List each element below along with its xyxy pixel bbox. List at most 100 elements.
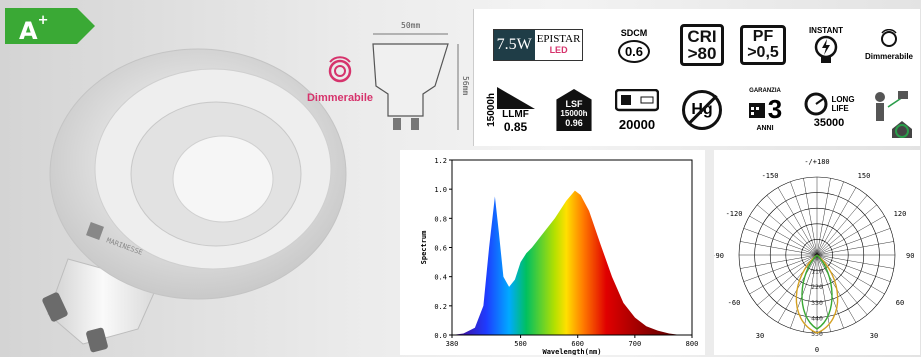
polar-angle-label: 90	[906, 252, 914, 260]
polar-spoke	[816, 204, 877, 256]
polar-spoke	[816, 215, 885, 256]
polar-spoke	[816, 195, 868, 256]
width-label: 50mm	[401, 21, 420, 30]
bulb-bolt-icon	[814, 35, 838, 63]
polar-spoke	[816, 254, 894, 269]
life-label: LIFE	[831, 104, 849, 113]
warranty-label: GARANZIA	[749, 88, 781, 94]
polar-radial-label: 550	[811, 330, 823, 338]
polar-spoke	[749, 254, 818, 295]
polar-spoke	[816, 254, 877, 306]
spectrum-area	[452, 190, 681, 335]
polar-spoke	[743, 254, 818, 282]
pf-value: >0,5	[747, 44, 779, 61]
long-label: LONG	[831, 95, 855, 104]
y-tick-label: 0.2	[434, 303, 447, 311]
llmf-label: LLMF	[502, 108, 529, 120]
polar-spoke	[749, 215, 818, 256]
height-label: 56mm	[461, 76, 470, 95]
polar-spoke	[743, 228, 818, 256]
polar-angle-label: 120	[894, 210, 907, 218]
dimension-drawing: 50mm 56mm	[363, 16, 471, 138]
instant-badge: INSTANT	[796, 15, 856, 75]
polar-angle-label: 0	[815, 346, 819, 354]
y-tick-label: 0.8	[434, 215, 447, 223]
polar-spoke	[803, 178, 818, 256]
polar-spoke	[816, 178, 831, 256]
polar-spoke	[816, 254, 831, 332]
lsf-hours: 15000h	[560, 109, 588, 118]
polar-radial-label: 440	[811, 314, 823, 322]
switch-cycles-badge: 20000	[604, 79, 670, 141]
home-scene-icon	[866, 81, 918, 141]
polar-angle-label: 150	[858, 172, 871, 180]
polar-spoke	[816, 254, 868, 315]
spectrum-chart: 0.0 0.2 0.4 0.6 0.8 1.0 1.2 380 500 600 700 800 Wave…	[400, 150, 705, 356]
warranty-badge: GARANZIA 3 ANNI	[736, 79, 794, 141]
polar-angle-label: -60	[728, 299, 741, 307]
polar-angle-label: -/+180	[804, 158, 829, 166]
polar-spoke	[816, 181, 844, 256]
energy-arrow-shape	[5, 8, 95, 44]
x-tick-label: 700	[629, 340, 642, 348]
dimmable-badge: Dimmerabile	[296, 56, 384, 108]
y-axis-label: Spectrum	[420, 231, 428, 265]
polar-angle-label: -120	[726, 210, 743, 218]
polar-spoke	[766, 195, 818, 256]
cri-badge: CRI >80	[672, 15, 732, 75]
x-tick-label: 500	[514, 340, 527, 348]
polar-spoke	[816, 241, 894, 256]
polar-spoke	[790, 181, 818, 256]
instant-label: INSTANT	[808, 25, 844, 35]
cri-value: >80	[687, 44, 717, 63]
lsf-value: 0.96	[565, 118, 583, 128]
x-tick-label: 800	[686, 340, 699, 348]
product-bulb-image: MARINESSE	[28, 44, 348, 354]
y-tick-label: 0.0	[434, 332, 447, 340]
switch-icon	[615, 88, 659, 111]
polar-spoke	[740, 254, 818, 269]
dimmer-knob-icon-small	[881, 29, 897, 47]
warranty-years: 3	[767, 94, 783, 124]
watt-value: 7.5W	[493, 30, 535, 60]
y-tick-label: 0.6	[434, 245, 447, 253]
cri-label: CRI	[687, 27, 717, 46]
x-axis-label: Wavelength(nm)	[542, 348, 601, 355]
dimmable-badge-small: Dimmerabile	[858, 15, 920, 75]
llmf-badge: 15000h LLMF 0.85	[478, 79, 542, 141]
llmf-decline-icon	[496, 86, 535, 109]
long-life-hours: 35000	[813, 117, 845, 129]
lsf-label: LSF	[565, 99, 583, 109]
sdcm-value: 0.6	[617, 39, 651, 63]
polar-spoke	[816, 228, 891, 256]
calendar-icon	[748, 102, 765, 118]
polar-radial-label: 220	[811, 283, 823, 291]
polar-spoke	[740, 241, 818, 256]
x-tick-label: 600	[571, 340, 584, 348]
pf-label: PF	[752, 28, 774, 45]
warranty-anni: ANNI	[756, 125, 774, 132]
epistar-label: EPISTAR	[536, 33, 581, 45]
y-tick-label: 1.0	[434, 186, 447, 194]
polar-spoke	[757, 204, 818, 256]
long-life-badge: LONG LIFE 35000	[796, 79, 862, 141]
polar-radial-label: 330	[811, 299, 823, 307]
polar-spoke	[757, 254, 818, 306]
polar-spoke	[816, 254, 885, 295]
energy-class-plus: +	[37, 13, 49, 28]
polar-spoke	[777, 187, 818, 256]
lsf-badge: LSF 15000h 0.96	[546, 79, 602, 141]
feature-panel: 7.5W EPISTAR LED SDCM 0.6 CRI >80 PF >0,5 …	[473, 9, 920, 146]
llmf-hours: 15000h	[485, 93, 497, 127]
dimmable-label: Dimmerabile	[306, 92, 374, 104]
polar-distribution-chart: -/+180 150 -150 120 -120 90 -90 60 -60 30 30 0 110 22…	[711, 150, 920, 355]
y-tick-label: 0.4	[434, 274, 447, 282]
polar-spoke	[816, 187, 857, 256]
led-label: LED	[549, 45, 568, 55]
y-tick-label: 1.2	[434, 157, 447, 165]
mercury-free-badge: Hg	[672, 79, 732, 141]
sdcm-badge: SDCM 0.6	[604, 15, 664, 75]
energy-class-label: A+	[19, 13, 48, 45]
pf-badge: PF >0,5	[732, 15, 794, 75]
polar-spoke	[790, 254, 818, 329]
